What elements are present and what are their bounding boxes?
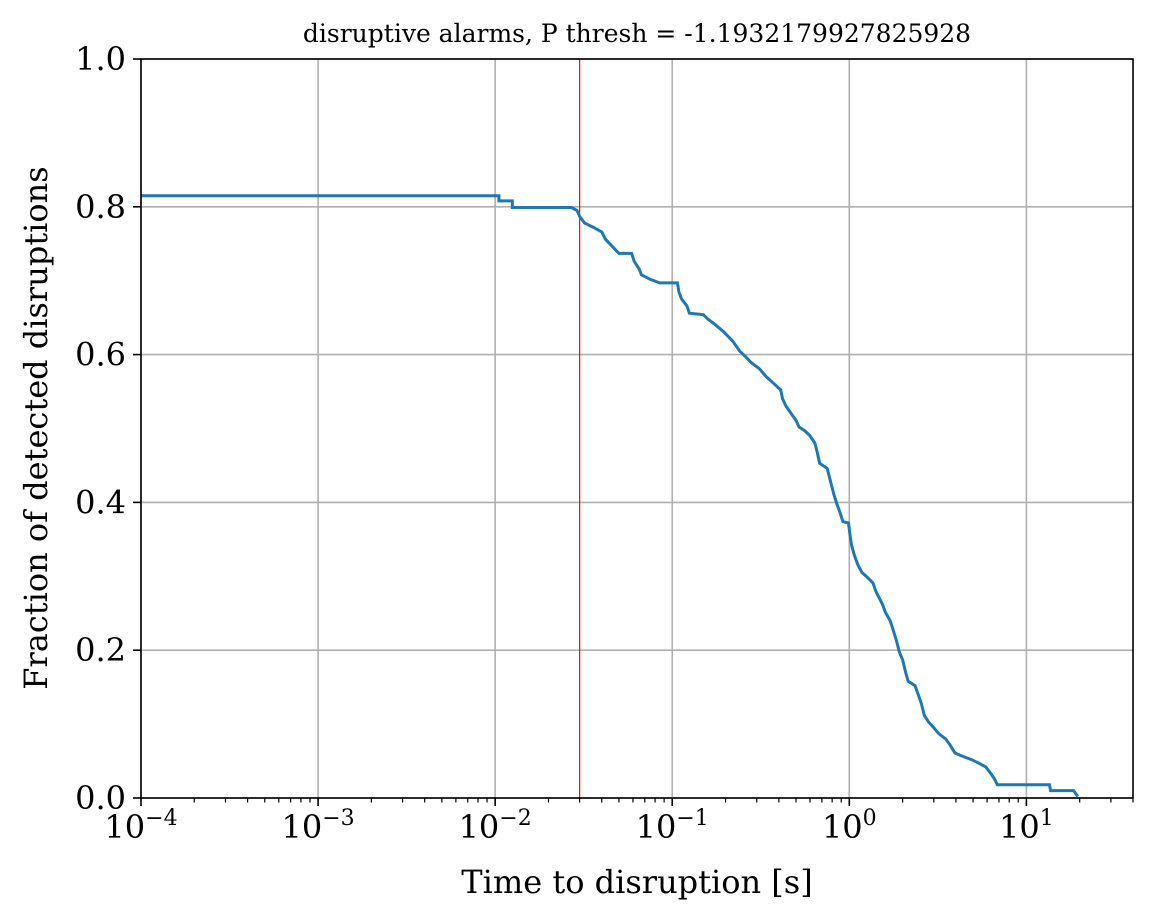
y-tick-label: 0.4 — [75, 483, 126, 521]
chart-title: disruptive alarms, P thresh = -1.1932179… — [303, 19, 971, 48]
x-tick-label: 10−4 — [104, 806, 177, 846]
y-tick-label: 0.0 — [75, 779, 126, 817]
x-axis-label: Time to disruption [s] — [461, 863, 812, 901]
axes-frame — [140, 58, 1134, 799]
plot-area — [141, 59, 1079, 798]
x-tick-label: 101 — [999, 806, 1054, 846]
y-tick-label: 0.2 — [75, 631, 126, 669]
axis-ticks: 10−4 10−3 10−2 10−1 100 101 0.0 0.2 0.4 0.6 0.8 1.0 — [75, 40, 1134, 846]
x-tick-label: 10−3 — [281, 806, 354, 846]
x-tick-label: 100 — [822, 806, 877, 846]
y-tick-label: 1.0 — [75, 40, 126, 78]
x-tick-label: 10−1 — [636, 806, 709, 846]
x-tick-label: 10−2 — [459, 806, 532, 846]
y-axis-label: Fraction of detected disruptions — [17, 166, 55, 689]
y-tick-label: 0.6 — [75, 336, 126, 374]
y-tick-label: 0.8 — [75, 188, 126, 226]
series-line — [141, 194, 1079, 798]
